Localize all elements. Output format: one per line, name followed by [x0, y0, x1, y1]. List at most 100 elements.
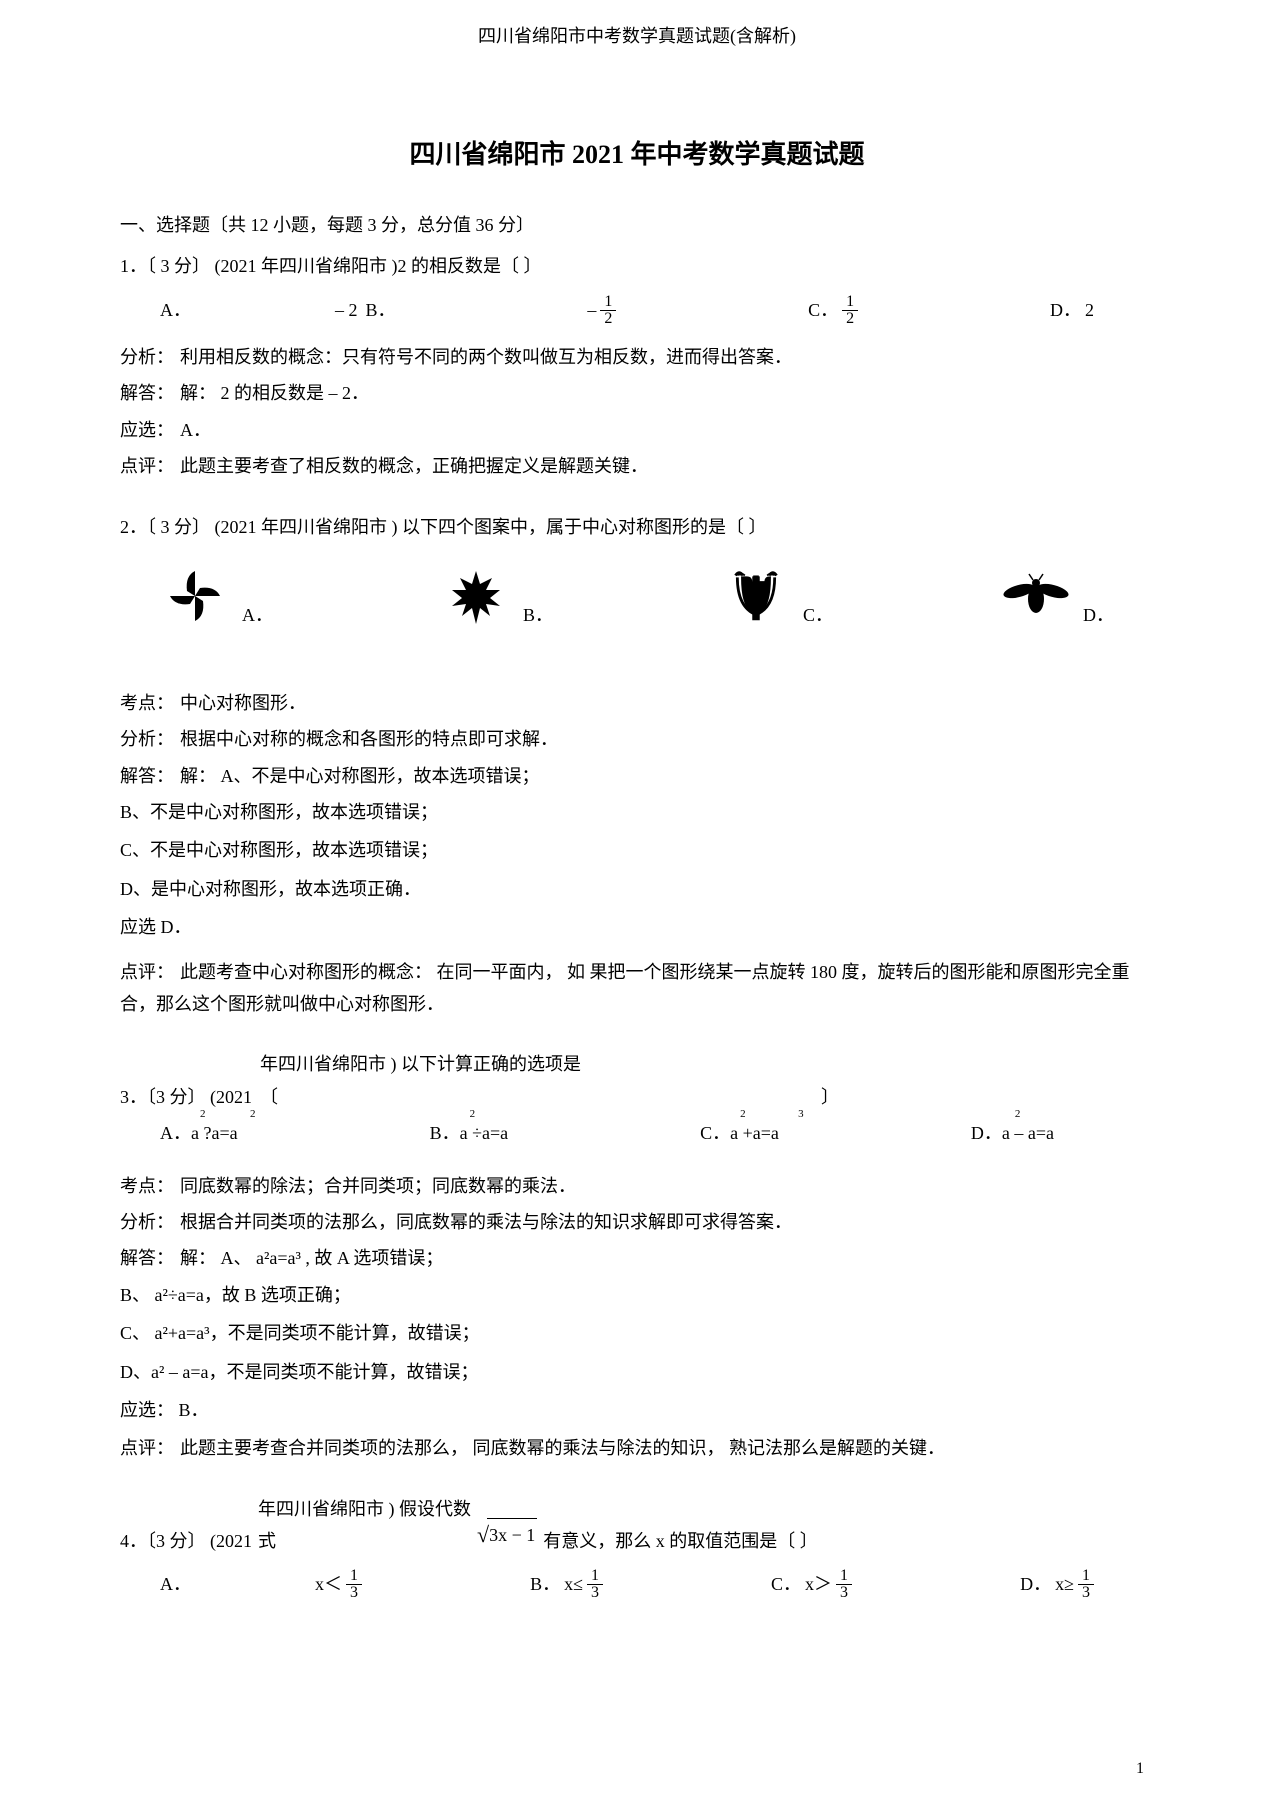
q2-analysis: 考点：中心对称图形． 分析：根据中心对称的概念和各图形的特点即可求解． 解答：解… — [120, 687, 1154, 1021]
q3-bracket-r: 〕 — [821, 1087, 839, 1107]
trident-icon — [721, 561, 791, 631]
q4-option-c: C． x＞ 1 3 — [771, 1568, 852, 1601]
sup-2: 2 — [250, 1105, 256, 1125]
frac-den: 3 — [587, 1585, 603, 1601]
kp-label: 考点： — [120, 1170, 180, 1202]
q3-options: 2 2 A．a ?a=a 2 B．a ÷a=a 2 3 C．a +a=a 2 D… — [160, 1117, 1114, 1149]
frac-den: 3 — [346, 1585, 362, 1601]
q4-options: A． x＜ 1 3 B． x≤ 1 3 C． x＞ 1 3 D． x≥ 1 3 — [160, 1568, 1154, 1601]
q2-optD: D． — [1083, 599, 1114, 631]
q4-suffix: 有意义，那么 x 的取值范围是〔 〕 — [543, 1525, 818, 1557]
analysis-text: 利用相反数的概念：只有符号不同的两个数叫做互为相反数，进而得出答案． — [180, 347, 792, 367]
q4-optD-label: D． — [1020, 1568, 1051, 1600]
frac-num: 1 — [1078, 1568, 1094, 1585]
q1-option-b: – 1 2 — [587, 294, 616, 327]
choice-text: A． — [180, 420, 211, 440]
comment-text: 此题主要考查了相反数的概念，正确把握定义是解题关键． — [180, 456, 648, 476]
sqrt-expression: √ 3x − 1 — [477, 1518, 537, 1551]
q4-optA-label: A． — [160, 1568, 191, 1600]
q3-optA-text: A．a ?a=a — [160, 1123, 238, 1143]
q2-line-b: B、不是中心对称图形，故本选项错误； — [120, 796, 1154, 828]
q1-options: A． – 2 B． – 1 2 C． 1 2 D． 2 — [160, 294, 1154, 327]
q1-optD-value: 2 — [1085, 294, 1094, 326]
q4-optB-label: B． — [530, 1568, 560, 1600]
q2-choice: 应选 D． — [120, 911, 1154, 943]
q3-line-c: C、 a²+a=a³，不是同类项不能计算，故错误； — [120, 1317, 1154, 1349]
q1-optD-label: D． — [1050, 294, 1081, 326]
q3-choice: 应选： B． — [120, 1394, 1154, 1426]
q2-optC: C． — [803, 599, 833, 631]
frac-den: 3 — [1078, 1585, 1094, 1601]
q2-line-d: D、是中心对称图形，故本选项正确． — [120, 873, 1154, 905]
q3-option-c: 2 3 C．a +a=a — [700, 1117, 779, 1149]
q4-optB-expr: x≤ — [564, 1568, 583, 1600]
q2-image-b: B． — [441, 561, 553, 631]
frac-num: 1 — [836, 1568, 852, 1585]
analysis-label: 分析： — [120, 723, 180, 755]
q3-analysis: 考点：同底数幂的除法；合并同类项；同底数幂的乘法． 分析：根据合并同类项的法那么… — [120, 1170, 1154, 1465]
comment-label: 点评： — [120, 1432, 180, 1464]
q1-optA-value: – 2 — [335, 294, 358, 326]
q4-optD-expr: x≥ — [1055, 1568, 1074, 1600]
answer-label: 解答： — [120, 377, 180, 409]
q1-analysis: 分析：利用相反数的概念：只有符号不同的两个数叫做互为相反数，进而得出答案． 解答… — [120, 341, 1154, 483]
comment-text: 此题考查中心对称图形的概念： 在同一平面内， 如 果把一个图形绕某一点旋转 18… — [120, 962, 1130, 1014]
q3-option-a: 2 2 A．a ?a=a — [160, 1117, 238, 1149]
fraction-icon: 1 2 — [600, 294, 616, 327]
q4-prefix: 4．〔3 分〕 (2021 — [120, 1531, 252, 1551]
q3-optB-text: B．a ÷a=a — [430, 1123, 509, 1143]
q1-option-c: C． 1 2 — [808, 294, 858, 327]
fraction-icon: 1 3 — [346, 1568, 362, 1601]
q4-optC-label: C． — [771, 1568, 801, 1600]
choice-label: 应选： — [120, 414, 180, 446]
q3-option-b: 2 B．a ÷a=a — [430, 1117, 509, 1149]
fraction-icon: 1 3 — [587, 1568, 603, 1601]
q1-optC-label: C． — [808, 294, 838, 326]
answer-text: 解： A、 a²a=a³ , 故 A 选项错误； — [180, 1248, 443, 1268]
page-header: 四川省绵阳市中考数学真题试题(含解析) — [120, 20, 1154, 52]
analysis-label: 分析： — [120, 1206, 180, 1238]
q2-optB: B． — [523, 599, 553, 631]
frac-num: 1 — [346, 1568, 362, 1585]
q3-mid: 年四川省绵阳市 ) 以下计算正确的选项是 — [260, 1048, 581, 1080]
q3-prefix: 3．〔3 分〕 (2021 — [120, 1087, 252, 1107]
q1-option-d: D． 2 — [1050, 294, 1094, 326]
sup-2: 2 — [200, 1105, 206, 1125]
frac-num: 1 — [600, 294, 616, 311]
fraction-icon: 1 2 — [842, 294, 858, 327]
q1-stem: 1．〔 3 分〕 (2021 年四川省绵阳市 )2 的相反数是〔 〕 — [120, 250, 1154, 282]
answer-text: 解： 2 的相反数是 – 2． — [180, 383, 369, 403]
q4-optA-expr: x＜ — [315, 1568, 342, 1600]
answer-label: 解答： — [120, 760, 180, 792]
q1-optA-label: A． — [160, 294, 191, 326]
q3-line-b: B、 a²÷a=a，故 B 选项正确； — [120, 1279, 1154, 1311]
comment-text: 此题主要考查合并同类项的法那么， 同底数幂的乘法与除法的知识， 熟记法那么是解题… — [180, 1438, 945, 1458]
q3-optC-text: C．a +a=a — [700, 1123, 779, 1143]
kp-text: 同底数幂的除法；合并同类项；同底数幂的乘法． — [180, 1176, 576, 1196]
page-number: 1 — [1136, 1755, 1144, 1784]
comment-label: 点评： — [120, 956, 180, 988]
q4-option-a: A． x＜ 1 3 — [160, 1568, 362, 1601]
q2-image-c: C． — [721, 561, 833, 631]
sqrt-radicand: 3x − 1 — [487, 1518, 537, 1551]
q2-image-a: A． — [160, 561, 273, 631]
frac-num: 1 — [842, 294, 858, 311]
answer-label: 解答： — [120, 1242, 180, 1274]
pinwheel-icon — [160, 561, 230, 631]
frac-den: 3 — [836, 1585, 852, 1601]
q3-option-d: 2 D．a – a=a — [971, 1117, 1054, 1149]
sup-2: 2 — [470, 1105, 476, 1125]
q1-option-a: A． – 2 B． — [160, 294, 396, 326]
q3-optD-text: D．a – a=a — [971, 1123, 1054, 1143]
sup-3: 3 — [798, 1105, 804, 1125]
q4-mid2: 式 — [258, 1531, 276, 1551]
answer-text: 解： A、不是中心对称图形，故本选项错误； — [180, 766, 540, 786]
main-title: 四川省绵阳市 2021 年中考数学真题试题 — [120, 132, 1154, 179]
analysis-label: 分析： — [120, 341, 180, 373]
sup-2: 2 — [740, 1105, 746, 1125]
q2-stem: 2．〔 3 分〕 (2021 年四川省绵阳市 ) 以下四个图案中，属于中心对称图… — [120, 511, 1154, 543]
q2-optA: A． — [242, 599, 273, 631]
q2-images-row: A． B． C． — [160, 561, 1114, 631]
kp-text: 中心对称图形． — [180, 693, 306, 713]
fraction-icon: 1 3 — [836, 1568, 852, 1601]
